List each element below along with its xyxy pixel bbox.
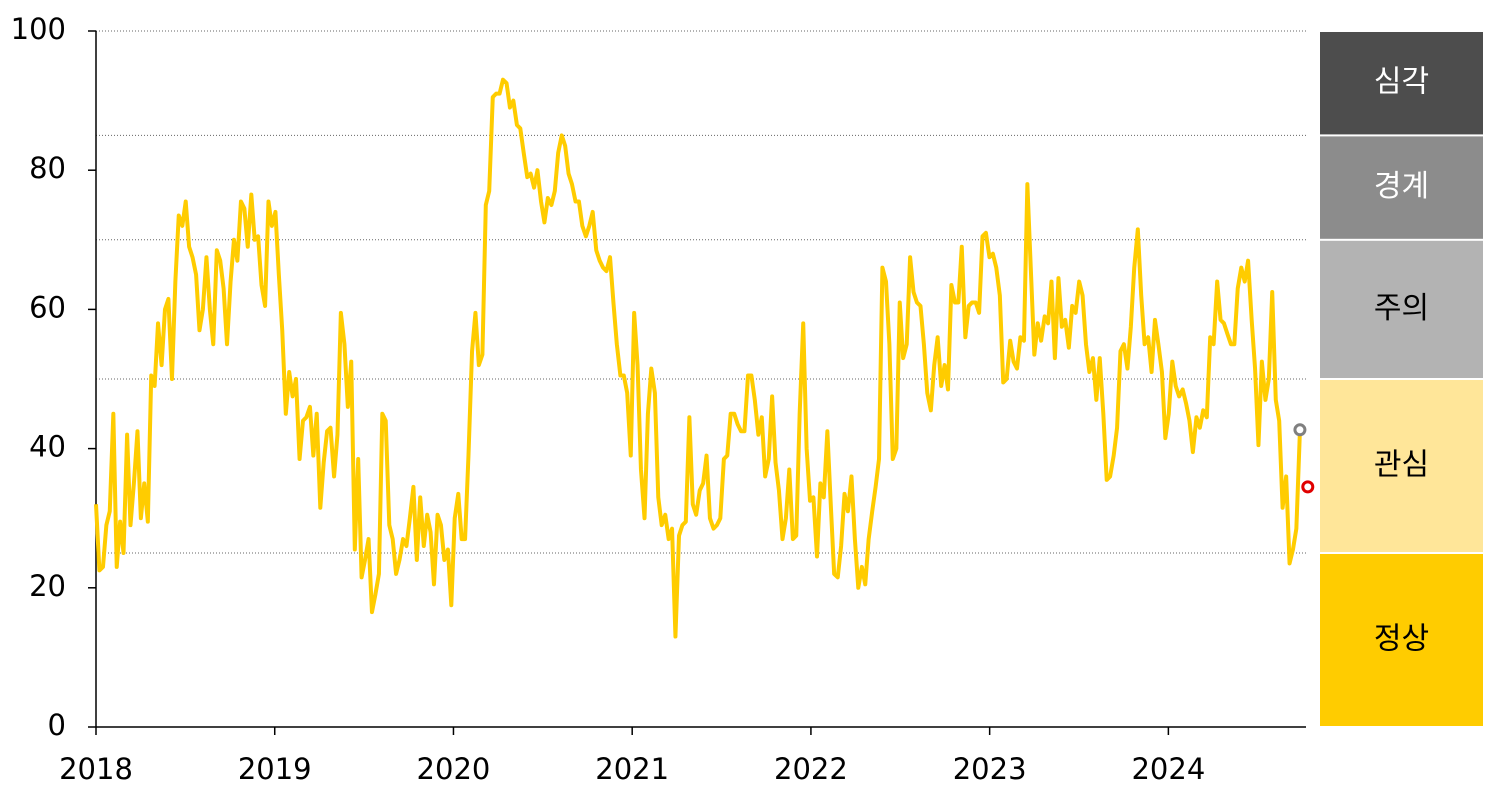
band-label: 주의: [1374, 291, 1429, 326]
band: [1320, 32, 1483, 135]
x-tick-label: 2020: [417, 752, 491, 786]
y-tick-label: 100: [11, 12, 66, 46]
x-tick-label: 2022: [774, 752, 848, 786]
band-label: 정상: [1374, 622, 1429, 657]
line: [94, 77, 1302, 639]
x-tick-label: 2023: [953, 752, 1027, 786]
point-marker: [1293, 423, 1307, 437]
band: [1320, 380, 1483, 552]
x-tick-label: 2019: [238, 752, 312, 786]
band-label: 관심: [1374, 448, 1429, 483]
band-label: 경계: [1374, 169, 1429, 204]
x-tick-label: 2018: [59, 752, 133, 786]
y-tick-label: 0: [48, 708, 66, 742]
x-tick-label: 2024: [1131, 752, 1205, 786]
point-marker: [1301, 480, 1315, 494]
y-tick-label: 40: [29, 430, 66, 464]
y-tick-label: 20: [29, 569, 66, 603]
x-tick-label: 2021: [595, 752, 669, 786]
band: [1320, 136, 1483, 239]
band: [1320, 554, 1483, 726]
y-tick-label: 60: [29, 290, 66, 324]
band-label: 심각: [1374, 65, 1429, 100]
y-tick-label: 80: [29, 151, 66, 185]
band: [1320, 240, 1483, 378]
